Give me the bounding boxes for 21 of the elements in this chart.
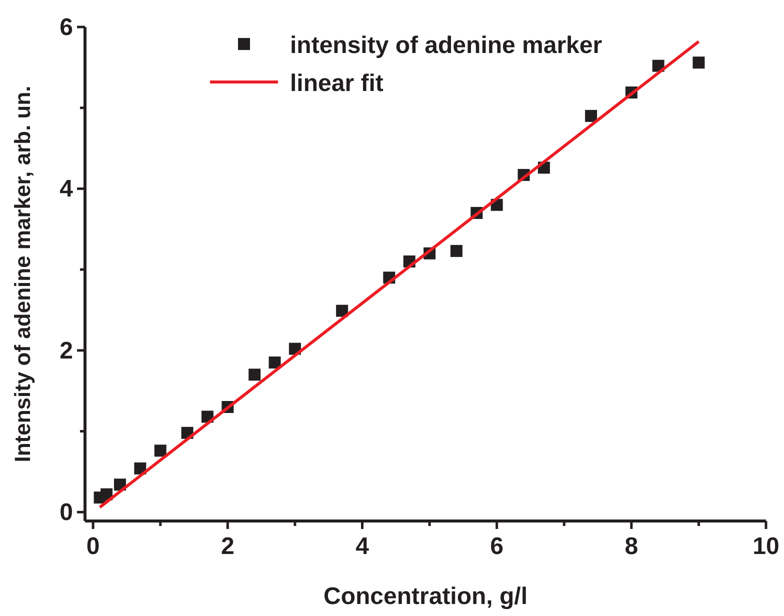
x-tick-label: 4 [356,533,370,560]
y-axis-title: Intensity of adenine marker, arb. un. [10,86,35,462]
x-tick-label: 6 [490,533,504,560]
point [154,444,166,457]
point [268,356,281,369]
y-tick-label: 6 [60,14,73,41]
point [585,110,598,122]
point [692,56,705,69]
y-tick-label: 0 [60,499,73,526]
legend-label: intensity of adenine marker [290,32,602,59]
y-tick-label: 2 [60,337,73,364]
legend-label: linear fit [290,70,384,97]
point [336,304,348,317]
point [450,244,462,257]
x-axis-title: Concentration, g/l [324,583,528,610]
x-tick-label: 2 [220,533,234,560]
x-tick-label: 0 [86,533,100,560]
x-tick-label: 8 [624,533,638,560]
x-tick-label: 10 [752,533,780,560]
y-tick-label: 4 [60,176,74,203]
point [248,368,261,381]
